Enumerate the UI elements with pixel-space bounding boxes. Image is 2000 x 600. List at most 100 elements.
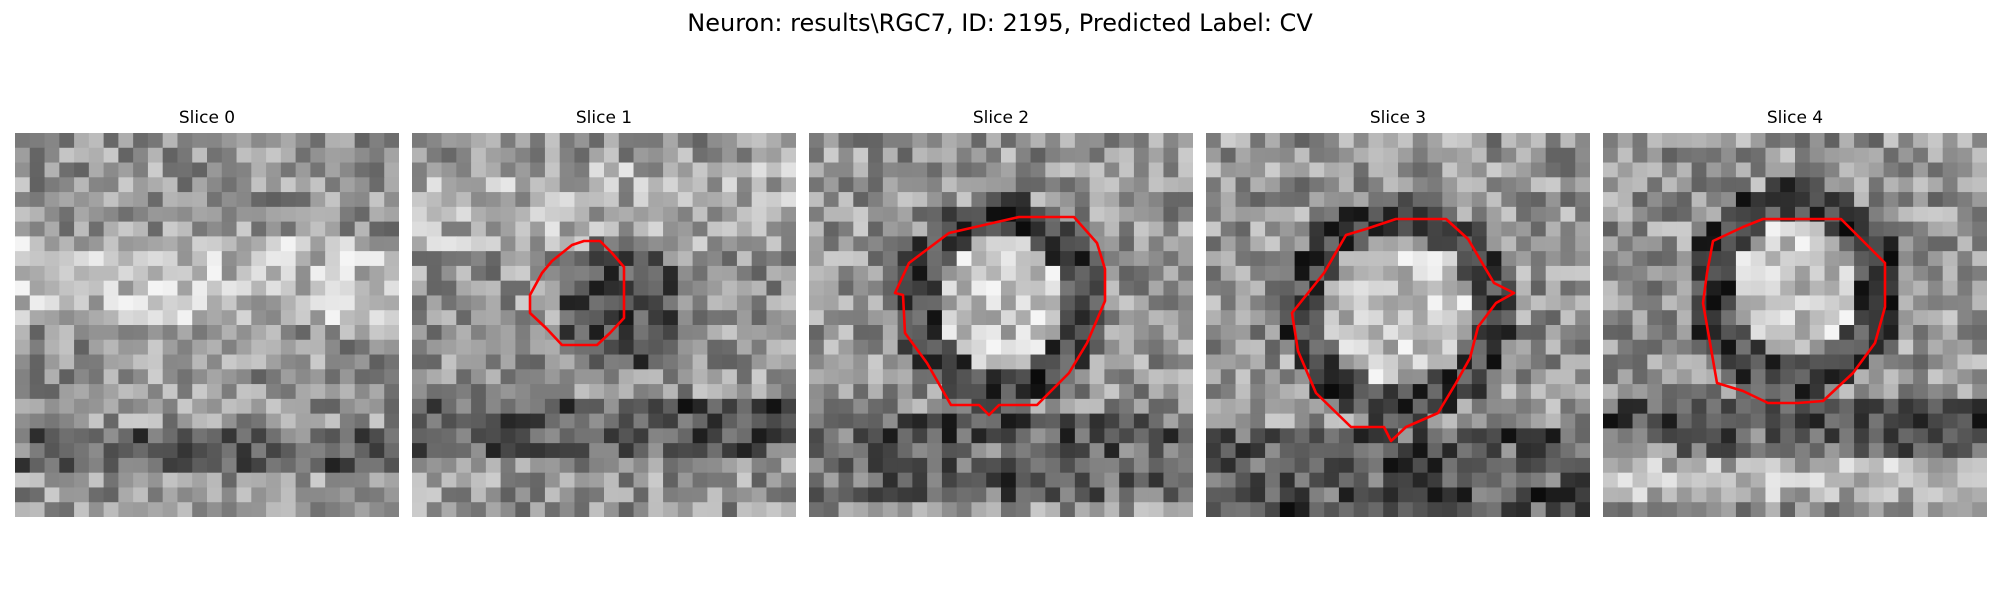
pixel (500, 443, 516, 459)
pixel (1501, 339, 1517, 356)
pixel (88, 443, 105, 459)
pixel (103, 502, 119, 517)
pixel (162, 192, 179, 208)
pixel (677, 162, 694, 178)
pixel (1206, 221, 1222, 237)
pixel (1486, 147, 1502, 164)
pixel (781, 398, 796, 415)
pixel (1957, 236, 1973, 252)
pixel (1809, 413, 1826, 429)
pixel (1457, 162, 1473, 178)
pixel (1383, 339, 1399, 356)
pixel (736, 487, 753, 503)
pixel (1265, 177, 1281, 193)
pixel (485, 339, 502, 356)
pixel (1617, 280, 1634, 297)
pixel (1383, 369, 1399, 385)
pixel (1427, 339, 1443, 356)
pixel (485, 206, 502, 223)
pixel (1516, 236, 1532, 252)
pixel (1545, 206, 1562, 223)
pixel (29, 162, 46, 178)
pixel (1338, 147, 1355, 164)
pixel (648, 384, 664, 400)
pixel (177, 384, 193, 400)
pixel (266, 310, 282, 326)
pixel (177, 369, 193, 385)
pixel (1279, 502, 1296, 517)
pixel (1883, 354, 1899, 370)
pixel (1353, 369, 1370, 385)
pixel (133, 206, 149, 223)
pixel (1045, 339, 1061, 356)
pixel (485, 265, 502, 282)
pixel (1265, 162, 1281, 178)
pixel (1942, 384, 1959, 400)
pixel (221, 251, 238, 267)
pixel (1868, 472, 1885, 489)
pixel (766, 221, 782, 237)
pixel (927, 192, 943, 208)
pixel (177, 177, 193, 193)
pixel (1163, 133, 1179, 149)
pixel (1471, 443, 1488, 459)
pixel (912, 325, 928, 341)
pixel (1662, 457, 1678, 474)
pixel (29, 295, 46, 311)
pixel (986, 502, 1002, 517)
pixel (59, 443, 75, 459)
pixel (177, 310, 193, 326)
pixel (530, 369, 546, 385)
pixel (1279, 325, 1296, 341)
pixel (1824, 236, 1840, 252)
pixel (236, 206, 252, 223)
pixel (927, 443, 943, 459)
pixel (1501, 398, 1517, 415)
pixel (809, 147, 825, 164)
pixel (251, 339, 267, 356)
pixel (1647, 413, 1663, 429)
pixel (1795, 472, 1811, 489)
pixel (1353, 162, 1370, 178)
pixel (1795, 428, 1811, 444)
pixel (1001, 310, 1017, 326)
pixel (310, 354, 326, 370)
pixel (88, 398, 105, 415)
pixel (1809, 354, 1826, 370)
pixel (162, 265, 179, 282)
pixel (781, 487, 796, 503)
pixel (1647, 251, 1663, 267)
pixel (1486, 398, 1502, 415)
pixel (941, 236, 958, 252)
pixel (663, 206, 679, 223)
pixel (1368, 384, 1384, 400)
pixel (1501, 369, 1517, 385)
pixel (1617, 221, 1634, 237)
pixel (912, 457, 928, 474)
pixel (515, 413, 531, 429)
pixel (1178, 147, 1193, 164)
pixel (221, 384, 238, 400)
pixel (192, 384, 208, 400)
pixel (1324, 236, 1340, 252)
pixel (441, 443, 457, 459)
pixel (1133, 325, 1150, 341)
pixel (1074, 428, 1091, 444)
pixel (412, 162, 428, 178)
pixel (1721, 177, 1737, 193)
pixel (1338, 428, 1355, 444)
pixel (1368, 398, 1384, 415)
pixel (1015, 162, 1032, 178)
pixel (251, 192, 267, 208)
pixel (1795, 384, 1811, 400)
pixel (1913, 162, 1929, 178)
pixel (971, 428, 987, 444)
pixel (1030, 295, 1046, 311)
pixel (766, 354, 782, 370)
pixel (663, 398, 679, 415)
pixel (1868, 177, 1885, 193)
pixel (722, 251, 738, 267)
pixel (1868, 133, 1885, 149)
pixel (384, 147, 399, 164)
pixel (838, 265, 854, 282)
